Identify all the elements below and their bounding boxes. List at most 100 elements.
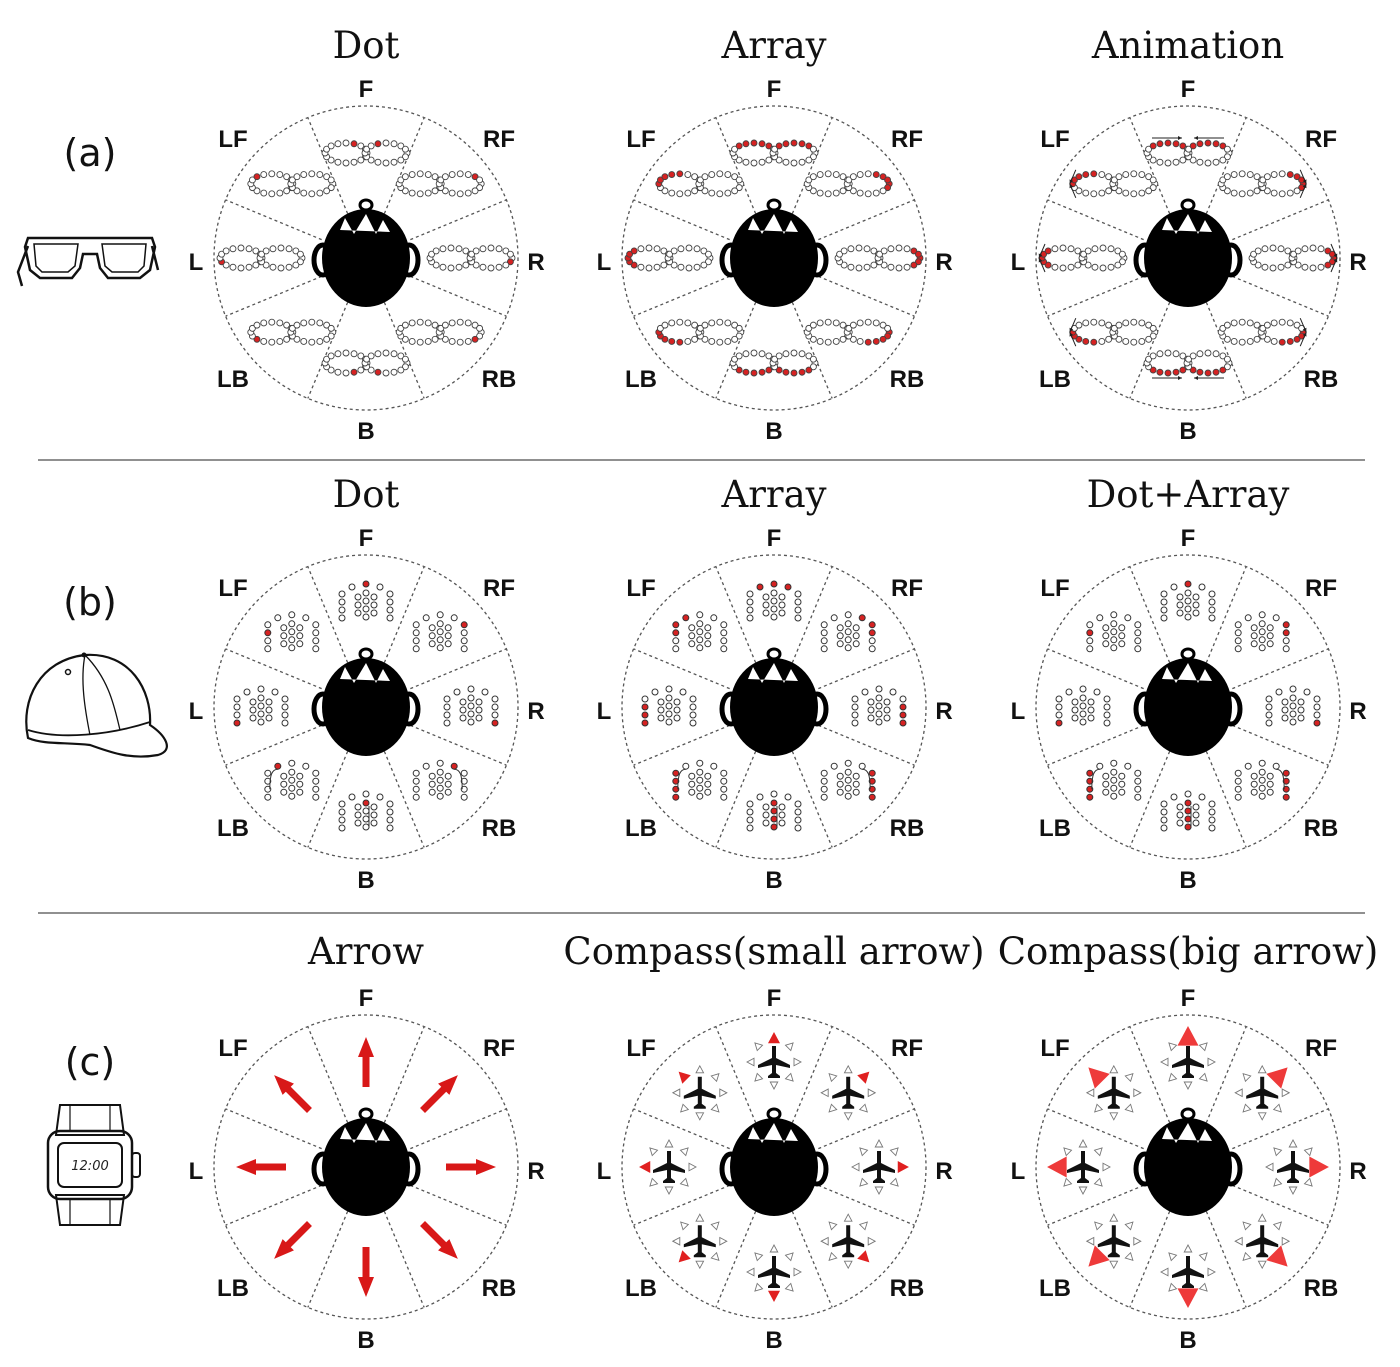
cue-f [1160,580,1216,622]
cue-f [729,139,819,167]
cue-lb [264,759,320,801]
cue-b [729,349,819,377]
cue-rb [1234,1213,1291,1270]
airplane-icon [683,1076,716,1109]
sector-divider [791,117,833,214]
cue-lb [655,318,745,346]
dial-outline [213,1014,519,1320]
airplane-icon [832,1225,865,1258]
cue-l [236,1159,286,1175]
direction-label-b: B [765,867,782,894]
sector-divider [225,199,322,241]
cue-r [446,1159,496,1175]
cue-lf [247,170,337,198]
direction-label-b: B [1179,418,1196,445]
cue-lf [1069,169,1159,198]
direction-label-b: B [357,1327,374,1354]
direction-label-l: L [1011,1158,1026,1185]
panel-cap-dotarray: Dot+Array F RF R RB B LB L LF [1011,473,1367,894]
cue-rf [803,170,893,198]
direction-label-l: L [597,698,612,725]
direction-label-b: B [765,1327,782,1354]
head-icon [314,200,418,307]
sector-divider [383,566,425,663]
airplane-icon [1097,1076,1130,1109]
sector-divider [307,1211,349,1308]
row-1: (a)DotFRFRRBBLBLLFArrayFRFRRBBLBLLFAnima… [16,24,1367,445]
dial-outline [1035,1014,1341,1320]
cue-f [321,139,411,167]
sector-divider [1047,275,1144,317]
direction-label-lf: LF [626,126,655,153]
sector-divider [633,648,730,690]
cue-r [1248,243,1338,273]
sector-divider [791,751,833,848]
cue-f [338,580,394,622]
direction-label-lf: LF [1040,575,1069,602]
sector-divider [410,724,507,766]
sector-divider [791,1026,833,1123]
head-icon [314,649,418,756]
panel-title: Array [720,24,826,67]
sector-divider [818,724,915,766]
sector-divider [225,648,322,690]
sector-divider [715,1211,757,1308]
direction-label-rb: RB [482,1275,517,1302]
row-label: (c) [65,1040,116,1084]
direction-label-l: L [597,1158,612,1185]
cue-rf [1234,1064,1291,1121]
cue-f [746,1032,802,1090]
cue-l [1038,243,1128,273]
head-icon [722,1109,826,1216]
direction-arrow [358,1037,374,1087]
direction-label-r: R [527,249,544,276]
airplane-icon [653,1151,685,1183]
direction-arrow [274,1221,312,1259]
airplane-icon [758,1256,790,1288]
cue-l [1047,1139,1111,1195]
cue-f [1143,136,1233,167]
sector-divider [818,199,915,241]
direction-label-rb: RB [1304,366,1339,393]
row-2: (b)DotFRFRRBBLBLLFArrayFRFRRBBLBLLFDot+A… [25,473,1367,894]
head-icon [1136,649,1240,756]
direction-label-rf: RF [1305,126,1337,153]
sector-divider [225,1184,322,1226]
panel-compass-small: Compass(small arrow) F RF R RB B LB L LF [563,930,984,1354]
cue-rb [420,1221,458,1259]
airplane-icon [1097,1225,1130,1258]
sector-divider [1232,1184,1329,1226]
sector-divider [1205,751,1247,848]
airplane-icon [1246,1076,1279,1109]
cue-rb [1217,318,1307,347]
sector-divider [633,275,730,317]
dial-outline [621,105,927,411]
sector-divider [633,724,730,766]
dial-outline [1035,105,1341,411]
direction-label-b: B [1179,867,1196,894]
sector-divider [410,199,507,241]
sector-divider [225,724,322,766]
cue-rb [820,1213,877,1270]
panel-title: Array [720,473,826,516]
direction-label-r: R [935,698,952,725]
sector-divider [633,1108,730,1150]
direction-label-r: R [1349,698,1366,725]
cue-r [851,685,907,727]
cue-rf [395,170,485,198]
panel-glasses-dot: Dot F RF R RB B LB L LF [189,24,545,445]
panel-cap-dot: Dot F RF R RB B LB L LF [189,473,545,894]
direction-label-rf: RF [891,1035,923,1062]
sector-divider [1129,302,1171,399]
cue-r [834,244,924,272]
direction-label-lb: LB [217,1275,249,1302]
cue-rf [820,611,876,653]
cue-rf [1234,611,1290,653]
cue-b [321,349,411,377]
cue-lb [247,318,337,346]
sector-divider [715,302,757,399]
direction-label-f: F [767,985,782,1012]
cue-rf [820,1064,877,1121]
cue-b [746,1244,802,1302]
